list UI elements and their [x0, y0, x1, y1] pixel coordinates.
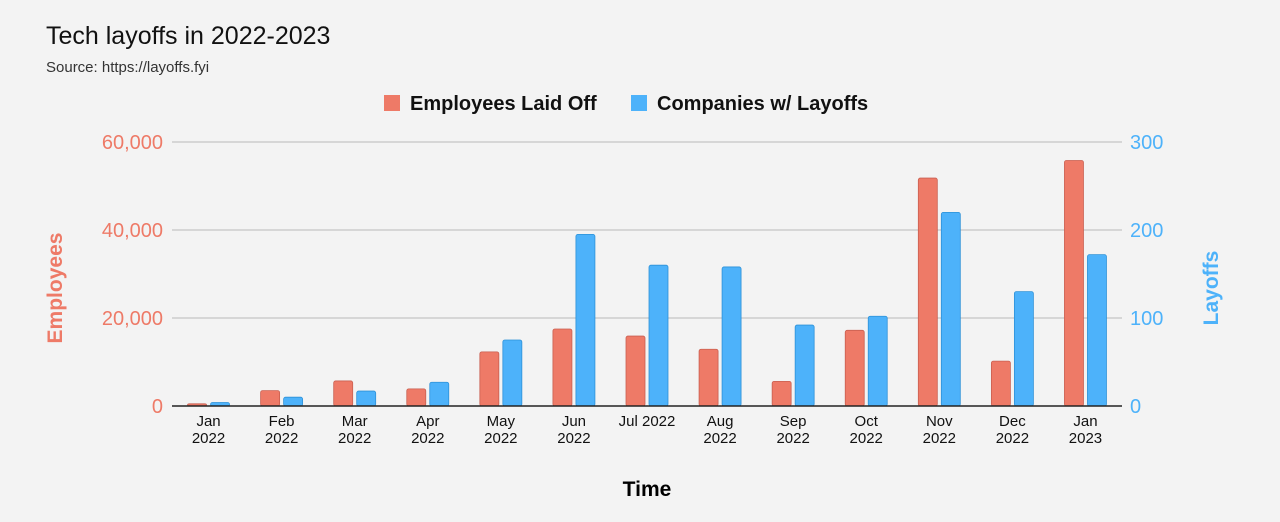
x-tick-label: Nov 2022 [923, 413, 956, 447]
right-y-tick-label: 300 [1130, 132, 1163, 154]
bar-companies-with-layoffs [502, 339, 523, 407]
right-y-tick-label: 100 [1130, 308, 1163, 330]
right-y-tick-label: 0 [1130, 396, 1141, 418]
x-tick-label: Jun 2022 [557, 413, 590, 447]
bar-employees-laid-off [479, 351, 500, 407]
right-y-ticks: 0 100 200 300 [1130, 132, 1163, 418]
x-axis-title: Time [623, 478, 672, 501]
x-tick-label: Jul 2022 [619, 413, 676, 430]
bar-companies-with-layoffs [1087, 254, 1107, 407]
right-y-tick-label: 200 [1130, 220, 1163, 242]
legend-swatch-employees-laid-off [384, 95, 400, 111]
gridlines [172, 141, 1122, 319]
legend-swatch-companies-with-layoffs [631, 95, 647, 111]
bar-companies-with-layoffs [794, 324, 815, 407]
bar-companies-with-layoffs [356, 390, 377, 407]
x-tick-label: May 2022 [484, 413, 517, 447]
bar-employees-laid-off [990, 360, 1011, 407]
bar-companies-with-layoffs [575, 233, 596, 407]
x-tick-label: Dec 2022 [996, 413, 1029, 447]
left-y-tick-label: 20,000 [102, 308, 163, 330]
bar-employees-laid-off [406, 388, 427, 407]
bar-companies-with-layoffs [648, 264, 669, 407]
x-tick-label: Apr 2022 [411, 413, 444, 447]
chart-title: Tech layoffs in 2022-2023 [46, 22, 330, 50]
x-tick-label: Sep 2022 [776, 413, 809, 447]
bar-employees-laid-off [625, 335, 646, 407]
bar-companies-with-layoffs [1013, 291, 1034, 407]
legend-label-employees-laid-off: Employees Laid Off [410, 93, 597, 115]
x-tick-label: Oct 2022 [850, 413, 883, 447]
bars [187, 160, 1107, 407]
left-y-tick-label: 40,000 [102, 220, 163, 242]
bar-companies-with-layoffs [721, 266, 742, 407]
legend: Employees Laid Off Companies w/ Layoffs [384, 93, 868, 115]
left-y-ticks: 0 20,000 40,000 60,000 [102, 132, 163, 418]
bar-employees-laid-off [333, 380, 354, 407]
bar-employees-laid-off [917, 177, 938, 407]
x-tick-label: Jan 2023 [1069, 413, 1102, 447]
left-y-tick-label: 0 [152, 396, 163, 418]
bar-employees-laid-off [552, 328, 573, 407]
x-tick-label: Mar 2022 [338, 413, 371, 447]
left-y-tick-label: 60,000 [102, 132, 163, 154]
bar-companies-with-layoffs [940, 211, 961, 407]
bar-employees-laid-off [1064, 160, 1084, 407]
x-tick-label: Aug 2022 [703, 413, 736, 447]
bar-employees-laid-off [844, 329, 865, 407]
legend-label-companies-with-layoffs: Companies w/ Layoffs [657, 93, 868, 115]
bar-employees-laid-off [771, 380, 792, 407]
bar-companies-with-layoffs [429, 381, 450, 407]
y-axis-title-left: Employees [44, 233, 67, 344]
bar-companies-with-layoffs [283, 396, 304, 407]
y-axis-title-right: Layoffs [1200, 251, 1223, 326]
chart-subtitle: Source: https://layoffs.fyi [46, 59, 209, 76]
x-ticks: Jan 2022 Feb 2022 Mar 2022 Apr 2022 May 2022 Jun 20… [192, 413, 1102, 447]
x-tick-label: Jan 2022 [192, 413, 225, 447]
x-tick-label: Feb 2022 [265, 413, 298, 447]
bar-employees-laid-off [698, 348, 719, 407]
bar-employees-laid-off [260, 390, 281, 407]
bar-companies-with-layoffs [867, 315, 888, 407]
